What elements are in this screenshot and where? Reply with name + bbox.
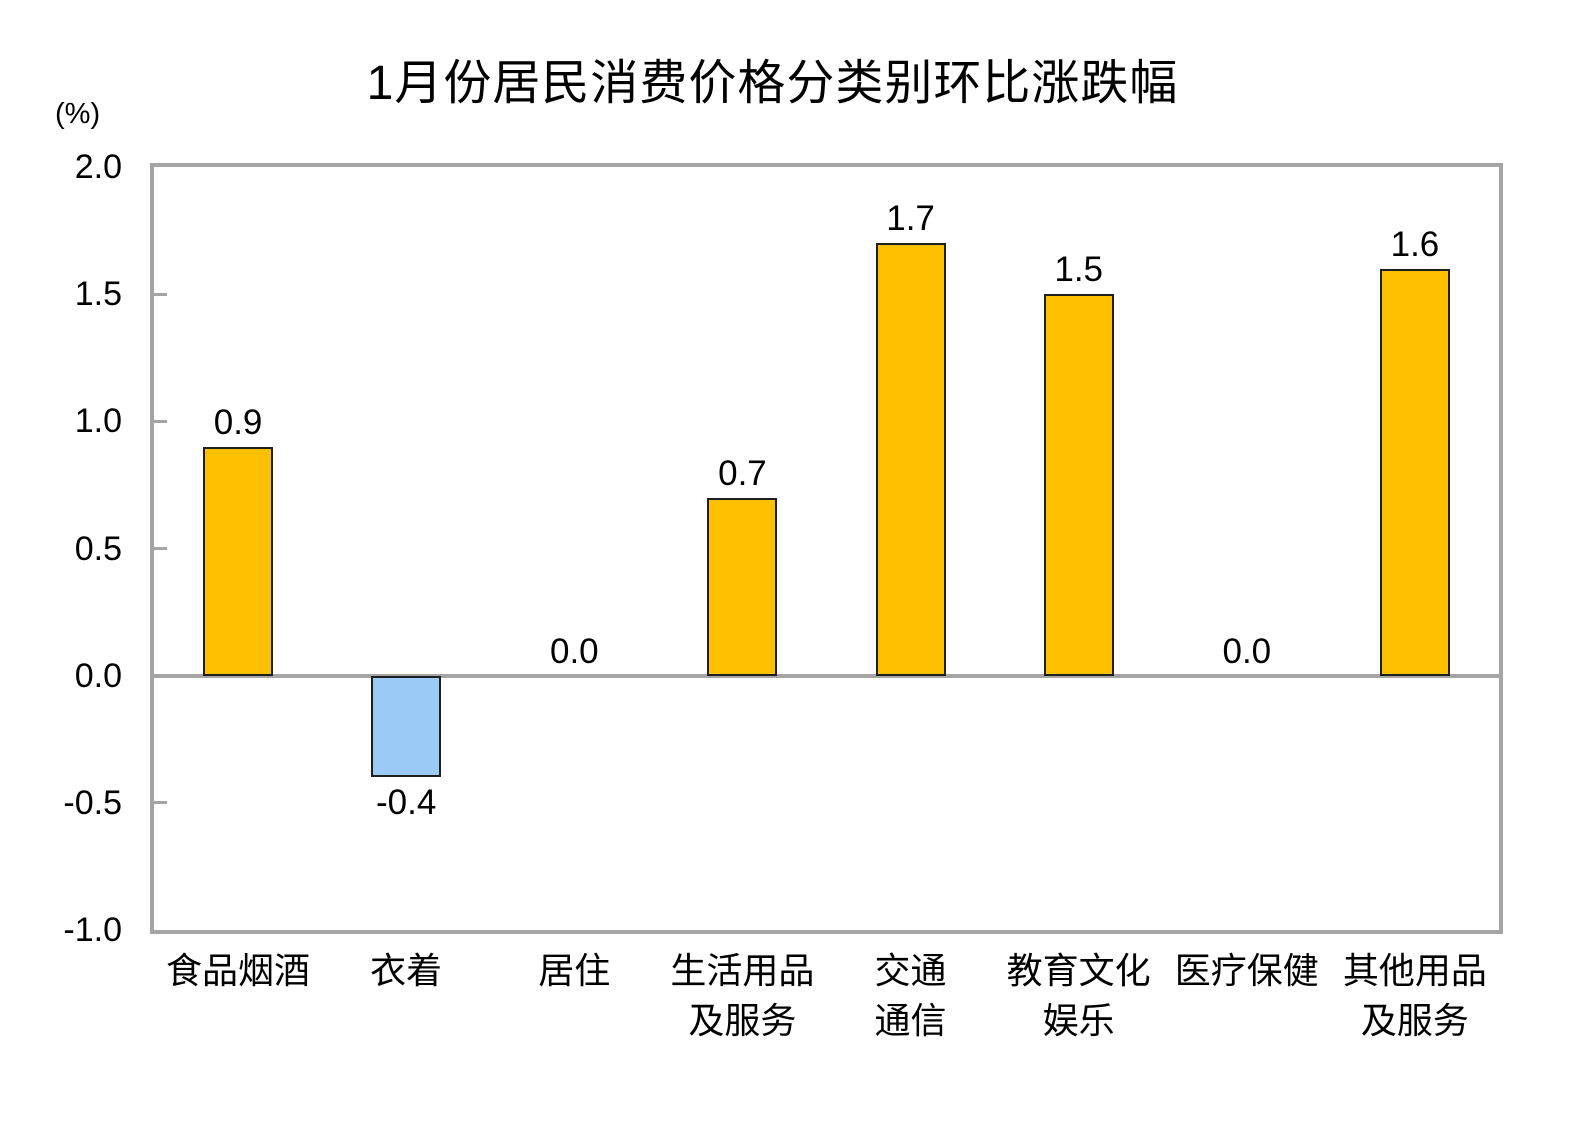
y-tick-label: 2.0 xyxy=(74,148,122,186)
y-axis-tick xyxy=(154,547,167,550)
bar-value-label: 0.7 xyxy=(718,453,767,493)
x-category-label-line: 医疗保健 xyxy=(1174,950,1319,991)
y-axis-tick xyxy=(154,419,167,423)
x-category-label: 居住 xyxy=(490,946,658,996)
y-tick-label: -1.0 xyxy=(63,911,122,949)
y-axis-tick xyxy=(154,801,167,805)
x-category-label-line: 交通 xyxy=(874,950,947,991)
x-category-label: 生活用品 及服务 xyxy=(658,946,826,1046)
bar-value-label: 0.9 xyxy=(213,402,263,442)
y-tick-label: 1.5 xyxy=(74,275,122,314)
bar xyxy=(371,675,442,778)
x-category-label-line: 教育文化 xyxy=(1006,950,1151,991)
x-category-label: 衣着 xyxy=(322,946,490,996)
bar-value-label: 1.6 xyxy=(1390,224,1440,264)
x-category-label-line: 娱乐 xyxy=(1042,1000,1115,1041)
chart-title: 1月份居民消费价格分类别环比涨跌幅 xyxy=(366,57,1179,110)
x-category-label-line: 及服务 xyxy=(688,1000,797,1041)
bar xyxy=(875,243,946,676)
bar-value-label: 0.0 xyxy=(1222,631,1272,671)
zero-line xyxy=(154,673,1499,678)
bar-value-label: 1.5 xyxy=(1054,250,1104,290)
bar xyxy=(203,446,274,676)
x-category-label-line: 居住 xyxy=(538,950,611,991)
y-axis-unit-label: (%) xyxy=(55,98,101,130)
y-tick-label: 0.5 xyxy=(74,529,122,568)
x-category-label: 食品烟酒 xyxy=(154,946,322,996)
x-category-label-line: 生活用品 xyxy=(670,950,815,991)
x-category-label-line: 其他用品 xyxy=(1342,950,1487,991)
x-category-label-line: 衣着 xyxy=(370,950,443,991)
x-category-label-line: 食品烟酒 xyxy=(166,950,311,991)
x-category-label-line: 通信 xyxy=(874,1000,947,1041)
plot-area: 0.9 -0.4 0.0 0.7 1.7 1.5 0.0 1.6 xyxy=(150,163,1503,934)
y-axis-tick xyxy=(154,292,167,296)
bar xyxy=(707,497,778,676)
x-category-label-line: 及服务 xyxy=(1360,1000,1469,1041)
bar-value-label: 1.7 xyxy=(886,199,935,239)
bar xyxy=(1379,268,1450,676)
y-tick-label: -0.5 xyxy=(63,783,122,822)
y-tick-label: 1.0 xyxy=(74,402,122,441)
bar-value-label: -0.4 xyxy=(376,783,437,823)
x-category-label: 教育文化 娱乐 xyxy=(995,946,1163,1046)
bar-value-label: 0.0 xyxy=(549,631,599,671)
x-category-label: 医疗保健 xyxy=(1163,946,1331,996)
bar xyxy=(1043,294,1114,676)
y-tick-label: 0.0 xyxy=(74,656,122,695)
x-category-label: 交通 通信 xyxy=(827,946,995,1046)
x-category-label: 其他用品 及服务 xyxy=(1331,946,1499,1046)
